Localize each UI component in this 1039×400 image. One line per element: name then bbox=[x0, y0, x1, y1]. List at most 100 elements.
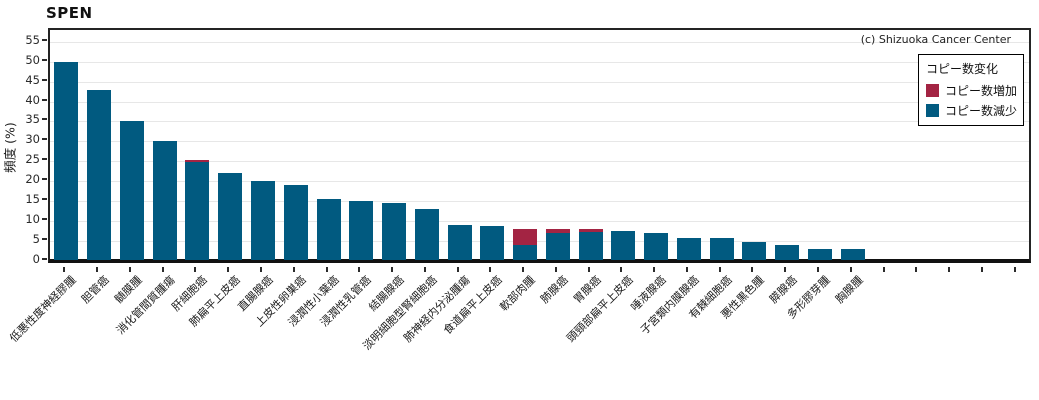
bar-segment-increase[interactable] bbox=[513, 229, 538, 245]
plot-area: (c) Shizuoka Cancer Center コピー数変化 コピー数増加… bbox=[48, 28, 1031, 263]
bar-segment-decrease[interactable] bbox=[218, 173, 243, 261]
y-tick-mark bbox=[42, 39, 47, 41]
y-tick-mark bbox=[42, 58, 47, 61]
x-tick-mark bbox=[194, 267, 197, 272]
y-tick-mark bbox=[42, 217, 47, 220]
x-tick-mark bbox=[718, 267, 721, 272]
x-tick-mark bbox=[817, 267, 820, 272]
y-tick-label: 5 bbox=[32, 231, 40, 246]
bar-segment-decrease[interactable] bbox=[709, 238, 734, 261]
gridline bbox=[50, 42, 1029, 43]
y-tick-mark bbox=[42, 78, 47, 81]
y-tick-label: 20 bbox=[25, 172, 40, 187]
bar-segment-decrease[interactable] bbox=[840, 249, 865, 261]
bar-segment-decrease[interactable] bbox=[250, 181, 275, 261]
x-tick-mark bbox=[96, 267, 99, 272]
y-tick-label: 50 bbox=[25, 52, 40, 67]
increase-color-swatch bbox=[926, 84, 939, 97]
x-tick-mark bbox=[227, 267, 230, 272]
decrease-color-swatch bbox=[926, 104, 939, 117]
bar-segment-decrease[interactable] bbox=[283, 185, 308, 261]
y-tick-label: 55 bbox=[25, 33, 40, 47]
x-tick-mark bbox=[784, 267, 787, 272]
copyright-note: (c) Shizuoka Cancer Center bbox=[860, 33, 1011, 46]
bar-segment-decrease[interactable] bbox=[676, 238, 701, 261]
bar-segment-increase[interactable] bbox=[578, 229, 603, 233]
y-tick-mark bbox=[42, 98, 47, 101]
y-tick-label: 30 bbox=[25, 132, 40, 147]
gridline bbox=[50, 161, 1029, 163]
y-tick-label: 0 bbox=[32, 251, 40, 266]
y-tick-label: 10 bbox=[25, 211, 40, 226]
legend-item-label: コピー数増加 bbox=[945, 84, 1018, 98]
gridline bbox=[50, 220, 1029, 222]
y-tick-label: 45 bbox=[25, 72, 40, 87]
y-tick-mark bbox=[42, 178, 47, 181]
y-tick-mark bbox=[42, 118, 47, 121]
x-tick-mark bbox=[948, 267, 951, 272]
bar-segment-increase[interactable] bbox=[545, 229, 570, 233]
gridline bbox=[50, 101, 1029, 103]
bar-segment-increase[interactable] bbox=[185, 159, 210, 162]
bar-segment-decrease[interactable] bbox=[316, 199, 341, 261]
y-tick-label: 35 bbox=[25, 112, 40, 127]
y-tick-mark bbox=[42, 138, 47, 141]
y-tick-mark bbox=[42, 158, 47, 161]
x-tick-mark bbox=[554, 267, 557, 272]
x-tick-mark bbox=[358, 267, 361, 272]
bar-segment-decrease[interactable] bbox=[119, 121, 144, 261]
gridline bbox=[50, 121, 1029, 123]
bar-segment-decrease[interactable] bbox=[414, 209, 439, 261]
bar-segment-decrease[interactable] bbox=[578, 232, 603, 261]
bar-segment-decrease[interactable] bbox=[152, 141, 177, 261]
x-tick-mark bbox=[915, 267, 918, 272]
y-tick-label: 40 bbox=[25, 92, 40, 107]
legend-item-increase[interactable]: コピー数増加 bbox=[926, 82, 1017, 99]
x-tick-mark bbox=[685, 267, 688, 272]
y-tick-label: 15 bbox=[25, 191, 40, 206]
x-tick-mark bbox=[161, 267, 164, 272]
x-tick-mark bbox=[620, 267, 623, 272]
x-tick-mark bbox=[128, 267, 131, 272]
bar-segment-decrease[interactable] bbox=[382, 203, 407, 261]
x-tick-mark bbox=[489, 267, 492, 272]
bar-segment-decrease[interactable] bbox=[775, 244, 800, 261]
x-tick-mark bbox=[849, 267, 852, 272]
chart-title: SPEN bbox=[46, 4, 93, 22]
gridline bbox=[50, 181, 1029, 183]
bar-segment-decrease[interactable] bbox=[545, 232, 570, 261]
bar-segment-decrease[interactable] bbox=[54, 61, 79, 261]
bar-segment-decrease[interactable] bbox=[349, 200, 374, 261]
gridline bbox=[50, 200, 1029, 202]
gridline bbox=[50, 81, 1029, 83]
y-tick-mark bbox=[42, 257, 47, 260]
x-tick-mark bbox=[391, 267, 394, 272]
legend-item-decrease[interactable]: コピー数減少 bbox=[926, 102, 1017, 119]
x-tick-mark bbox=[1013, 267, 1016, 272]
y-tick-mark bbox=[42, 197, 47, 200]
x-tick-mark bbox=[325, 267, 328, 272]
gridline bbox=[50, 240, 1029, 242]
x-tick-mark bbox=[653, 267, 656, 272]
gridline bbox=[50, 141, 1029, 143]
x-tick-mark bbox=[292, 267, 295, 272]
x-tick-mark bbox=[980, 267, 983, 272]
x-tick-mark bbox=[63, 267, 66, 272]
bar-segment-decrease[interactable] bbox=[480, 225, 505, 261]
bar-segment-decrease[interactable] bbox=[611, 231, 636, 261]
x-tick-mark bbox=[522, 267, 525, 272]
legend-item-label: コピー数減少 bbox=[945, 104, 1018, 118]
x-tick-mark bbox=[751, 267, 754, 272]
bar-segment-decrease[interactable] bbox=[447, 224, 472, 261]
gridline bbox=[50, 61, 1029, 63]
bar-segment-decrease[interactable] bbox=[513, 244, 538, 261]
bar-segment-decrease[interactable] bbox=[742, 242, 767, 261]
legend-title: コピー数変化 bbox=[926, 62, 999, 76]
bar-segment-decrease[interactable] bbox=[644, 232, 669, 261]
y-tick-label: 25 bbox=[25, 152, 40, 167]
x-tick-mark bbox=[456, 267, 459, 272]
bar-segment-decrease[interactable] bbox=[87, 89, 112, 261]
bar-segment-decrease[interactable] bbox=[808, 248, 833, 261]
bar-segment-decrease[interactable] bbox=[185, 161, 210, 261]
